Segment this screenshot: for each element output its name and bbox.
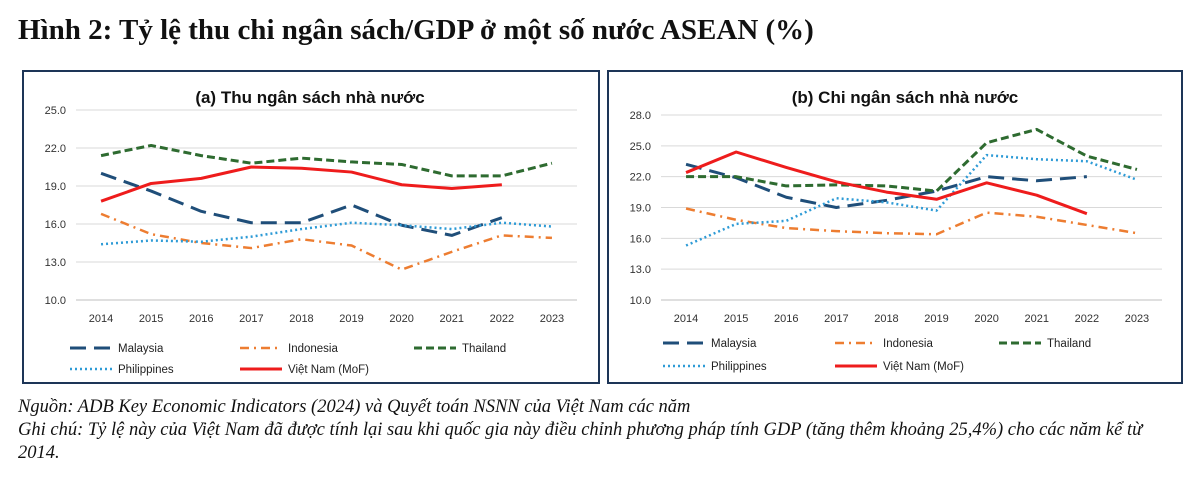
c0-legend-label-malaysia: Malaysia bbox=[118, 343, 164, 355]
c1-y-tick-label: 28.0 bbox=[630, 110, 651, 122]
c0-series-line-philippines bbox=[100, 221, 553, 246]
c0-x-tick-label: 2021 bbox=[440, 313, 464, 325]
c0-x-tick-label: 2023 bbox=[540, 313, 564, 325]
chart-panel-expenditure: (b) Chi ngân sách nhà nước 10.0 13.0 16.0 19… bbox=[607, 70, 1183, 384]
c1-series-line-viet-nam-mof bbox=[685, 150, 1088, 216]
c1-y-tick-label: 22.0 bbox=[630, 172, 651, 184]
c1-legend-label-indonesia: Indonesia bbox=[883, 338, 933, 350]
c0-x-tick-label: 2020 bbox=[389, 313, 413, 325]
c1-x-tick-label: 2022 bbox=[1075, 313, 1099, 325]
c0-series-line-malaysia bbox=[100, 171, 503, 237]
c0-y-tick-label: 10.0 bbox=[45, 295, 66, 307]
c1-x-tick-label: 2017 bbox=[824, 313, 848, 325]
c0-y-tick-label: 16.0 bbox=[45, 219, 66, 231]
remark-note: Ghi chú: Tỷ lệ này của Việt Nam đã được … bbox=[18, 420, 1143, 463]
c1-x-tick-label: 2018 bbox=[874, 313, 898, 325]
c0-x-tick-label: 2016 bbox=[189, 313, 213, 325]
c1-legend-label-malaysia: Malaysia bbox=[711, 338, 757, 350]
c0-legend-label-philippines: Philippines bbox=[118, 364, 174, 376]
c1-x-tick-label: 2020 bbox=[974, 313, 998, 325]
c1-x-tick-label: 2021 bbox=[1025, 313, 1049, 325]
c1-series-line-malaysia bbox=[685, 162, 1087, 209]
figure-title: Hình 2: Tỷ lệ thu chi ngân sách/GDP ở mộ… bbox=[18, 14, 814, 46]
c0-legend-label-indonesia: Indonesia bbox=[288, 343, 338, 355]
c1-chart-title: (b) Chi ngân sách nhà nước bbox=[792, 88, 1019, 107]
chart-expenditure: (b) Chi ngân sách nhà nước 10.0 13.0 16.0 19… bbox=[630, 88, 1162, 373]
c1-y-tick-label: 10.0 bbox=[630, 295, 651, 307]
c0-x-tick-label: 2014 bbox=[89, 313, 113, 325]
chart-panel-revenue: (a) Thu ngân sách nhà nước 10.0 13.0 16.0 19… bbox=[22, 70, 600, 384]
c0-series-line-indonesia bbox=[100, 212, 553, 271]
c1-x-tick-label: 2016 bbox=[774, 313, 798, 325]
c1-legend-label-philippines: Philippines bbox=[711, 361, 767, 373]
c0-x-tick-label: 2019 bbox=[339, 313, 363, 325]
figure-notes: Nguồn: ADB Key Economic Indicators (2024… bbox=[18, 396, 1188, 465]
c1-y-tick-label: 13.0 bbox=[630, 264, 651, 276]
c1-x-tick-label: 2014 bbox=[674, 313, 698, 325]
c1-series-line-indonesia bbox=[685, 207, 1138, 236]
c1-x-tick-label: 2023 bbox=[1125, 313, 1149, 325]
c1-legend-label-thailand: Thailand bbox=[1047, 338, 1091, 350]
c1-x-tick-label: 2015 bbox=[724, 313, 748, 325]
c0-legend-label-thailand: Thailand bbox=[462, 343, 506, 355]
source-note: Nguồn: ADB Key Economic Indicators (2024… bbox=[18, 397, 691, 417]
c1-legend-label-viet-nam-mof: Việt Nam (MoF) bbox=[883, 361, 964, 373]
c1-series-line-thailand bbox=[686, 127, 1138, 193]
c0-y-tick-label: 25.0 bbox=[45, 105, 66, 117]
c0-x-tick-label: 2017 bbox=[239, 313, 263, 325]
c0-y-tick-label: 19.0 bbox=[45, 181, 66, 193]
c0-chart-title: (a) Thu ngân sách nhà nước bbox=[195, 88, 424, 107]
c1-series-line-philippines bbox=[685, 153, 1138, 247]
c1-y-tick-label: 25.0 bbox=[630, 141, 651, 153]
c1-x-tick-label: 2019 bbox=[924, 313, 948, 325]
c0-series-line-viet-nam-mof bbox=[100, 165, 502, 203]
c0-y-tick-label: 13.0 bbox=[45, 257, 66, 269]
c1-y-tick-label: 19.0 bbox=[630, 203, 651, 215]
c0-y-tick-label: 22.0 bbox=[45, 143, 66, 155]
c0-series-line-thailand bbox=[100, 143, 553, 178]
chart-revenue: (a) Thu ngân sách nhà nước 10.0 13.0 16.0 19… bbox=[45, 88, 577, 376]
c0-x-tick-label: 2015 bbox=[139, 313, 163, 325]
c0-legend-label-viet-nam-mof: Việt Nam (MoF) bbox=[288, 364, 369, 376]
c1-y-tick-label: 16.0 bbox=[630, 233, 651, 245]
c0-x-tick-label: 2022 bbox=[490, 313, 514, 325]
c0-x-tick-label: 2018 bbox=[289, 313, 313, 325]
